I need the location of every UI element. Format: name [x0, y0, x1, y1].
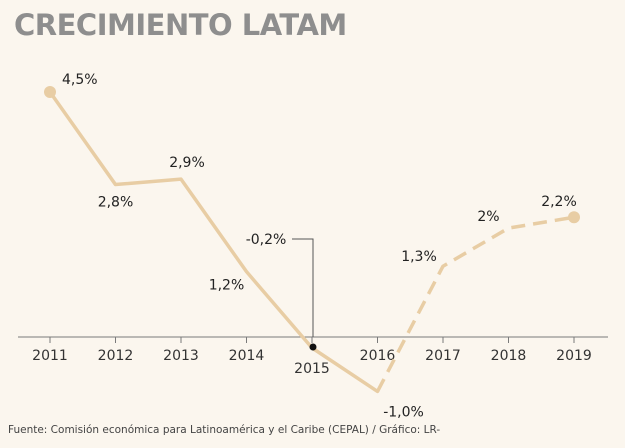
marker-2019 — [568, 211, 580, 224]
x-tick-label-2019: 2019 — [556, 348, 592, 364]
x-tick-label-2016: 2016 — [360, 348, 396, 364]
data-label-2012: 2,8% — [98, 195, 134, 211]
callout-dot-2015 — [309, 343, 317, 351]
x-tick-label-2015: 2015 — [294, 361, 330, 377]
data-label-2017: 1,3% — [401, 249, 437, 265]
x-tick-label-2017: 2017 — [425, 348, 461, 364]
x-tick-label-2013: 2013 — [163, 348, 199, 364]
callout-leader-2015 — [292, 238, 314, 337]
chart-title: CRECIMIENTO LATAM — [14, 8, 347, 42]
data-label-2014: 1,2% — [209, 278, 245, 294]
data-label-2013: 2,9% — [169, 155, 205, 171]
data-label-2011: 4,5% — [62, 72, 98, 88]
x-tick-label-2014: 2014 — [229, 348, 265, 364]
x-tick-label-2018: 2018 — [491, 348, 527, 364]
source-note: Fuente: Comisión económica para Latinoam… — [8, 424, 441, 436]
data-label-2016: -1,0% — [383, 404, 424, 420]
x-tick-label-2011: 2011 — [32, 348, 68, 364]
data-label-2019: 2,2% — [541, 194, 577, 210]
data-label-2018: 2% — [477, 209, 499, 225]
series-line-actual — [48, 90, 380, 394]
x-tick-label-2012: 2012 — [98, 348, 134, 364]
marker-2011 — [44, 86, 56, 98]
data-label-2015: -0,2% — [246, 232, 287, 248]
series-line-projected — [375, 215, 575, 393]
